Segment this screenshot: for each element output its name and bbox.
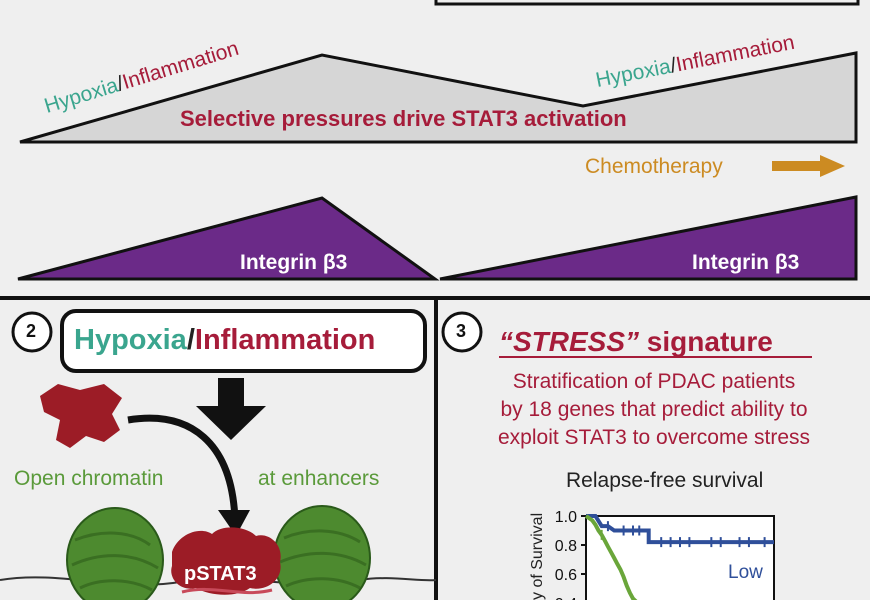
at-enhancers-label: at enhancers: [258, 467, 380, 490]
pstat3-label: pSTAT3: [184, 563, 257, 585]
series-label: Low: [728, 562, 763, 583]
down-arrow: [196, 378, 266, 440]
panel2-title: Hypoxia/Inflammation: [74, 326, 375, 355]
hypoxia-word: Hypoxia: [74, 324, 187, 356]
integrin-right-label: Integrin β3: [692, 251, 800, 274]
integrin-triangle-left: [17, 196, 440, 281]
panel2-number: 2: [26, 321, 37, 341]
pstat3-dna-contact: [181, 587, 273, 595]
chemotherapy-label: Chemotherapy: [585, 155, 723, 178]
stat3-protein-shape: [40, 384, 122, 448]
curved-arrow-head: [218, 510, 250, 536]
integrin-triangle-right: [439, 195, 858, 281]
inflammation-word: Inflammation: [194, 324, 376, 356]
panel2-title-box: [60, 309, 427, 373]
signature-word: signature: [639, 326, 773, 357]
panel2-number-circle: [11, 311, 53, 353]
y-tick-label: 0.6: [555, 567, 577, 584]
description-line: exploit STAT3 to overcome stress: [498, 426, 810, 449]
panel3-number-circle: [441, 311, 483, 353]
curved-arrow-shaft: [127, 414, 239, 521]
y-tick-label: 0.4: [555, 596, 577, 600]
open-chromatin-label: Open chromatin: [14, 467, 164, 490]
nucleosome-left: [66, 507, 164, 600]
description-line: by 18 genes that predict ability to: [500, 398, 808, 421]
selective-pressure-band: [19, 51, 858, 144]
slash: /: [186, 324, 195, 356]
survival-chart: 1.0 0.8 0.6 0.4 Low: [555, 509, 775, 600]
panel3-number: 3: [456, 321, 467, 341]
nucleosome-left-lines: [71, 531, 159, 592]
integrin-left-label: Integrin β3: [240, 251, 348, 274]
panel3-description: Stratification of PDAC patients by 18 ge…: [438, 368, 870, 452]
panel3-title: “STRESS” signature: [499, 328, 773, 356]
y-tick-label: 1.0: [555, 509, 577, 526]
selective-pressure-text: Selective pressures drive STAT3 activati…: [180, 106, 627, 131]
y-tick-label: 0.8: [555, 538, 577, 555]
top-right-box-edge: [434, 0, 860, 6]
nucleosome-right-lines: [279, 529, 367, 590]
pstat3-blob: [171, 527, 281, 595]
series-line-1: [584, 514, 638, 600]
chart-title: Relapse-free survival: [566, 469, 764, 492]
series-line-0: [586, 514, 774, 545]
chart-ylabel: y of Survival: [529, 512, 546, 600]
stress-word: “STRESS”: [499, 326, 640, 357]
description-line: Stratification of PDAC patients: [512, 370, 796, 393]
chemotherapy-arrow: [772, 155, 845, 177]
